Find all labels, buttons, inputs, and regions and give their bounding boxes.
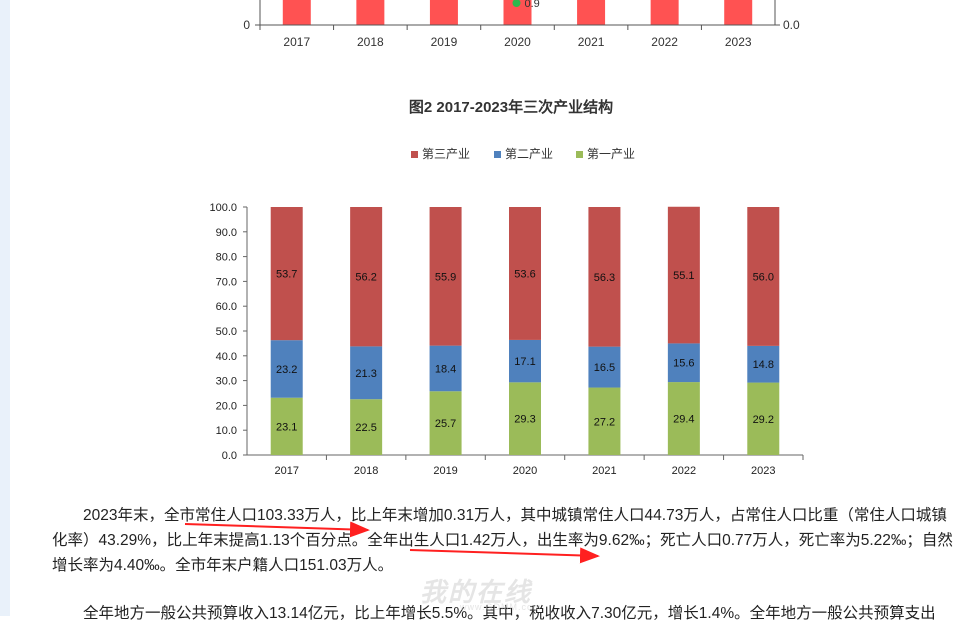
y-tick-label-7: 70.0	[216, 276, 237, 288]
watermark-url: www.GDMM.com	[460, 602, 542, 612]
top-x-tick-2023: 2023	[725, 35, 752, 49]
bar-2023-series-1	[747, 345, 780, 383]
top-bar-2018	[356, 0, 385, 25]
y-tick-label-9: 90.0	[216, 227, 237, 239]
bar-2019-series-0	[429, 391, 462, 455]
page-left-strip	[0, 0, 10, 616]
bar-2023-series-0	[747, 382, 780, 455]
x-tick-label-2019: 2019	[433, 465, 457, 477]
top-point-label: 0.9	[525, 0, 540, 10]
y-tick-label-6: 60.0	[216, 301, 237, 313]
y-tick-label-0: 0.0	[222, 450, 237, 462]
bar-2020-series-2	[509, 207, 541, 340]
legend-swatch-1	[494, 151, 501, 158]
data-label-2023-series-2: 56.0	[753, 271, 774, 283]
site-watermark: 我的在线 www.GDMM.com	[380, 572, 580, 616]
legend-label-2: 第一产业	[587, 147, 635, 161]
bar-2018-series-1	[350, 346, 383, 400]
y-tick-label-10: 100.0	[209, 202, 237, 214]
watermark-text: 我的在线	[420, 577, 533, 607]
bar-2017-series-0	[270, 397, 303, 455]
top-data-point	[512, 0, 521, 7]
data-label-2020-series-1: 17.1	[514, 356, 535, 368]
data-label-2017-series-0: 23.1	[276, 421, 297, 433]
top-x-tick-2017: 2017	[283, 35, 310, 49]
legend-swatch-0	[411, 151, 418, 158]
data-label-2021-series-2: 56.3	[594, 272, 615, 284]
bar-2021-series-1	[588, 346, 621, 388]
data-label-2018-series-0: 22.5	[355, 422, 376, 434]
y-tick-label-1: 10.0	[216, 425, 237, 437]
top-left-tick: 0	[243, 18, 250, 32]
data-label-2020-series-0: 29.3	[514, 414, 535, 426]
top-x-tick-2018: 2018	[357, 35, 384, 49]
data-label-2019-series-1: 18.4	[435, 363, 456, 375]
bar-2019-series-2	[429, 207, 462, 346]
y-tick-label-3: 30.0	[216, 376, 237, 388]
data-label-2018-series-1: 21.3	[355, 368, 376, 380]
bar-2021-series-2	[588, 207, 621, 347]
top-right-tick: 0.0	[783, 18, 800, 32]
data-label-2022-series-0: 29.4	[673, 414, 694, 426]
industry-structure-chart: 第三产业 第二产业 第一产业 0.0 10.0 20.0 30.0 40.0 50.0 60.0 7…	[209, 147, 804, 477]
top-x-tick-2021: 2021	[578, 35, 605, 49]
y-tick-label-2: 20.0	[216, 400, 237, 412]
bar-2019-series-1	[429, 345, 462, 392]
data-label-2023-series-0: 29.2	[753, 414, 774, 426]
legend-swatch-2	[576, 151, 583, 158]
bar-2020-series-1	[509, 339, 541, 383]
x-tick-label-2022: 2022	[672, 465, 696, 477]
x-tick-label-2017: 2017	[274, 465, 298, 477]
data-label-2022-series-1: 15.6	[673, 358, 694, 370]
top-bar-2023	[724, 0, 753, 25]
x-tick-label-2021: 2021	[592, 465, 616, 477]
bar-2021-series-0	[588, 387, 621, 455]
data-label-2020-series-2: 53.6	[514, 268, 535, 280]
data-label-2019-series-2: 55.9	[435, 271, 456, 283]
data-label-2018-series-2: 56.2	[355, 272, 376, 284]
x-tick-label-2018: 2018	[354, 465, 378, 477]
bar-2017-series-1	[270, 340, 303, 398]
data-label-2021-series-1: 16.5	[594, 362, 615, 374]
bar-2022-series-0	[667, 382, 700, 455]
bar-2022-series-2	[667, 206, 700, 344]
top-bar-2022	[650, 0, 679, 25]
bar-2020-series-0	[509, 382, 541, 455]
bar-2018-series-0	[350, 399, 383, 455]
data-label-2017-series-1: 23.2	[276, 364, 297, 376]
y-tick-label-8: 80.0	[216, 252, 237, 264]
data-label-2019-series-0: 25.7	[435, 418, 456, 430]
bar-2023-series-2	[747, 207, 780, 346]
data-label-2022-series-2: 55.1	[673, 270, 694, 282]
population-paragraph: 2023年末，全市常住人口103.33万人，比上年末增加0.31万人，其中城镇常…	[52, 507, 953, 574]
legend-label-1: 第二产业	[505, 147, 553, 161]
data-label-2021-series-0: 27.2	[594, 416, 615, 428]
data-label-2023-series-1: 14.8	[753, 359, 774, 371]
top-bar-2019	[429, 0, 458, 25]
top-chart: 2017 2018 2019 2020 2021 2022 2023 0 0.0 0.9	[243, 0, 800, 49]
top-bar-2017	[282, 0, 311, 25]
figure-title: 图2 2017-2023年三次产业结构	[408, 99, 614, 116]
data-label-2017-series-2: 53.7	[276, 269, 297, 281]
y-tick-label-5: 50.0	[216, 326, 237, 338]
top-x-tick-2020: 2020	[504, 35, 531, 49]
legend-label-0: 第三产业	[422, 147, 470, 161]
top-bar-2021	[577, 0, 606, 25]
bar-2018-series-2	[350, 207, 383, 347]
bar-2022-series-1	[667, 343, 700, 383]
top-x-tick-2022: 2022	[651, 35, 678, 49]
top-x-tick-2019: 2019	[431, 35, 458, 49]
x-tick-label-2023: 2023	[751, 465, 775, 477]
bar-2017-series-2	[270, 207, 303, 341]
x-tick-label-2020: 2020	[513, 465, 537, 477]
y-tick-label-4: 40.0	[216, 351, 237, 363]
